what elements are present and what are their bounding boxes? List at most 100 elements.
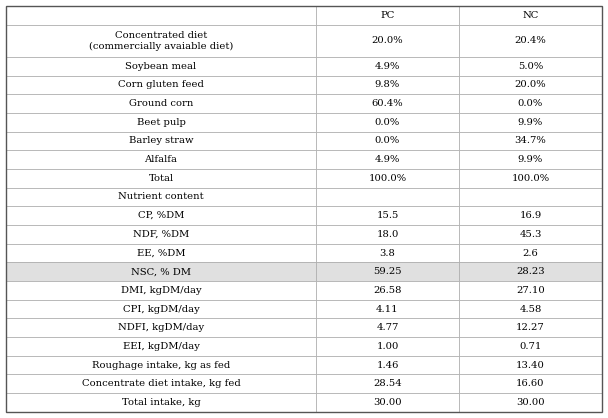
Text: 4.9%: 4.9% <box>375 155 400 164</box>
Text: 1.46: 1.46 <box>376 361 399 370</box>
Bar <box>459 281 602 300</box>
Text: 100.0%: 100.0% <box>511 174 550 183</box>
Text: NDFI, kgDM/day: NDFI, kgDM/day <box>118 323 204 332</box>
Text: 5.0%: 5.0% <box>518 62 543 71</box>
Text: Beet pulp: Beet pulp <box>137 118 185 127</box>
Text: DMI, kgDM/day: DMI, kgDM/day <box>120 286 201 295</box>
Text: 26.58: 26.58 <box>373 286 402 295</box>
Bar <box>6 57 316 76</box>
Bar <box>316 225 459 244</box>
Bar <box>316 150 459 169</box>
Text: 12.27: 12.27 <box>516 323 545 332</box>
Bar <box>459 25 602 57</box>
Bar <box>316 393 459 412</box>
Bar <box>459 169 602 188</box>
Text: Total intake, kg: Total intake, kg <box>122 398 201 407</box>
Bar <box>6 356 316 375</box>
Bar <box>6 281 316 300</box>
Text: 4.9%: 4.9% <box>375 62 400 71</box>
Bar <box>316 263 459 281</box>
Text: Ground corn: Ground corn <box>129 99 193 108</box>
Text: 13.40: 13.40 <box>516 361 545 370</box>
Text: 0.0%: 0.0% <box>375 118 400 127</box>
Text: 3.8: 3.8 <box>379 249 395 257</box>
Text: 28.54: 28.54 <box>373 379 402 388</box>
Bar <box>459 263 602 281</box>
Text: 15.5: 15.5 <box>376 211 399 220</box>
Bar <box>316 300 459 319</box>
Text: 0.71: 0.71 <box>519 342 542 351</box>
Bar <box>316 188 459 206</box>
Bar <box>316 57 459 76</box>
Bar <box>6 25 316 57</box>
Bar <box>316 169 459 188</box>
Text: EE, %DM: EE, %DM <box>137 249 185 257</box>
Bar <box>6 225 316 244</box>
Text: EEI, kgDM/day: EEI, kgDM/day <box>123 342 199 351</box>
Bar <box>316 319 459 337</box>
Bar <box>316 94 459 113</box>
Text: 34.7%: 34.7% <box>514 137 547 145</box>
Text: CP, %DM: CP, %DM <box>138 211 184 220</box>
Bar <box>459 375 602 393</box>
Text: 4.58: 4.58 <box>519 305 542 314</box>
Text: 28.23: 28.23 <box>516 267 545 276</box>
Bar <box>6 337 316 356</box>
Text: 2.6: 2.6 <box>522 249 538 257</box>
Bar <box>459 337 602 356</box>
Text: 9.9%: 9.9% <box>518 155 543 164</box>
Text: 4.11: 4.11 <box>376 305 399 314</box>
Text: Barley straw: Barley straw <box>129 137 193 145</box>
Text: 0.0%: 0.0% <box>518 99 543 108</box>
Bar <box>6 76 316 94</box>
Bar <box>6 206 316 225</box>
Bar <box>459 76 602 94</box>
Text: 1.00: 1.00 <box>376 342 399 351</box>
Bar <box>6 150 316 169</box>
Bar <box>316 356 459 375</box>
Text: Corn gluten feed: Corn gluten feed <box>118 80 204 89</box>
Bar <box>316 244 459 263</box>
Text: 16.60: 16.60 <box>516 379 545 388</box>
Bar <box>316 206 459 225</box>
Bar <box>6 393 316 412</box>
Bar <box>459 300 602 319</box>
Bar <box>316 6 459 25</box>
Text: 9.9%: 9.9% <box>518 118 543 127</box>
Bar <box>6 6 316 25</box>
Text: Roughage intake, kg as fed: Roughage intake, kg as fed <box>92 361 230 370</box>
Bar <box>459 132 602 150</box>
Text: NSC, % DM: NSC, % DM <box>131 267 191 276</box>
Text: 59.25: 59.25 <box>373 267 402 276</box>
Text: Concentrate diet intake, kg fed: Concentrate diet intake, kg fed <box>81 379 240 388</box>
Bar <box>459 57 602 76</box>
Text: 45.3: 45.3 <box>519 230 542 239</box>
Bar <box>6 169 316 188</box>
Text: 100.0%: 100.0% <box>368 174 407 183</box>
Bar <box>459 150 602 169</box>
Bar <box>6 94 316 113</box>
Bar <box>459 6 602 25</box>
Text: CPI, kgDM/day: CPI, kgDM/day <box>123 305 199 314</box>
Text: 20.0%: 20.0% <box>371 36 403 46</box>
Bar <box>459 188 602 206</box>
Text: 18.0: 18.0 <box>376 230 399 239</box>
Text: Total: Total <box>148 174 173 183</box>
Bar <box>459 356 602 375</box>
Text: 4.77: 4.77 <box>376 323 399 332</box>
Bar <box>459 113 602 132</box>
Text: PC: PC <box>380 11 395 20</box>
Bar <box>459 94 602 113</box>
Text: 30.00: 30.00 <box>373 398 402 407</box>
Bar <box>316 113 459 132</box>
Text: Concentrated diet
(commercially avaiable diet): Concentrated diet (commercially avaiable… <box>89 31 233 51</box>
Text: 20.4%: 20.4% <box>514 36 547 46</box>
Bar <box>459 225 602 244</box>
Text: 16.9: 16.9 <box>519 211 542 220</box>
Text: 0.0%: 0.0% <box>375 137 400 145</box>
Bar <box>6 113 316 132</box>
Text: NC: NC <box>522 11 539 20</box>
Text: 20.0%: 20.0% <box>514 80 546 89</box>
Bar <box>6 188 316 206</box>
Bar <box>316 337 459 356</box>
